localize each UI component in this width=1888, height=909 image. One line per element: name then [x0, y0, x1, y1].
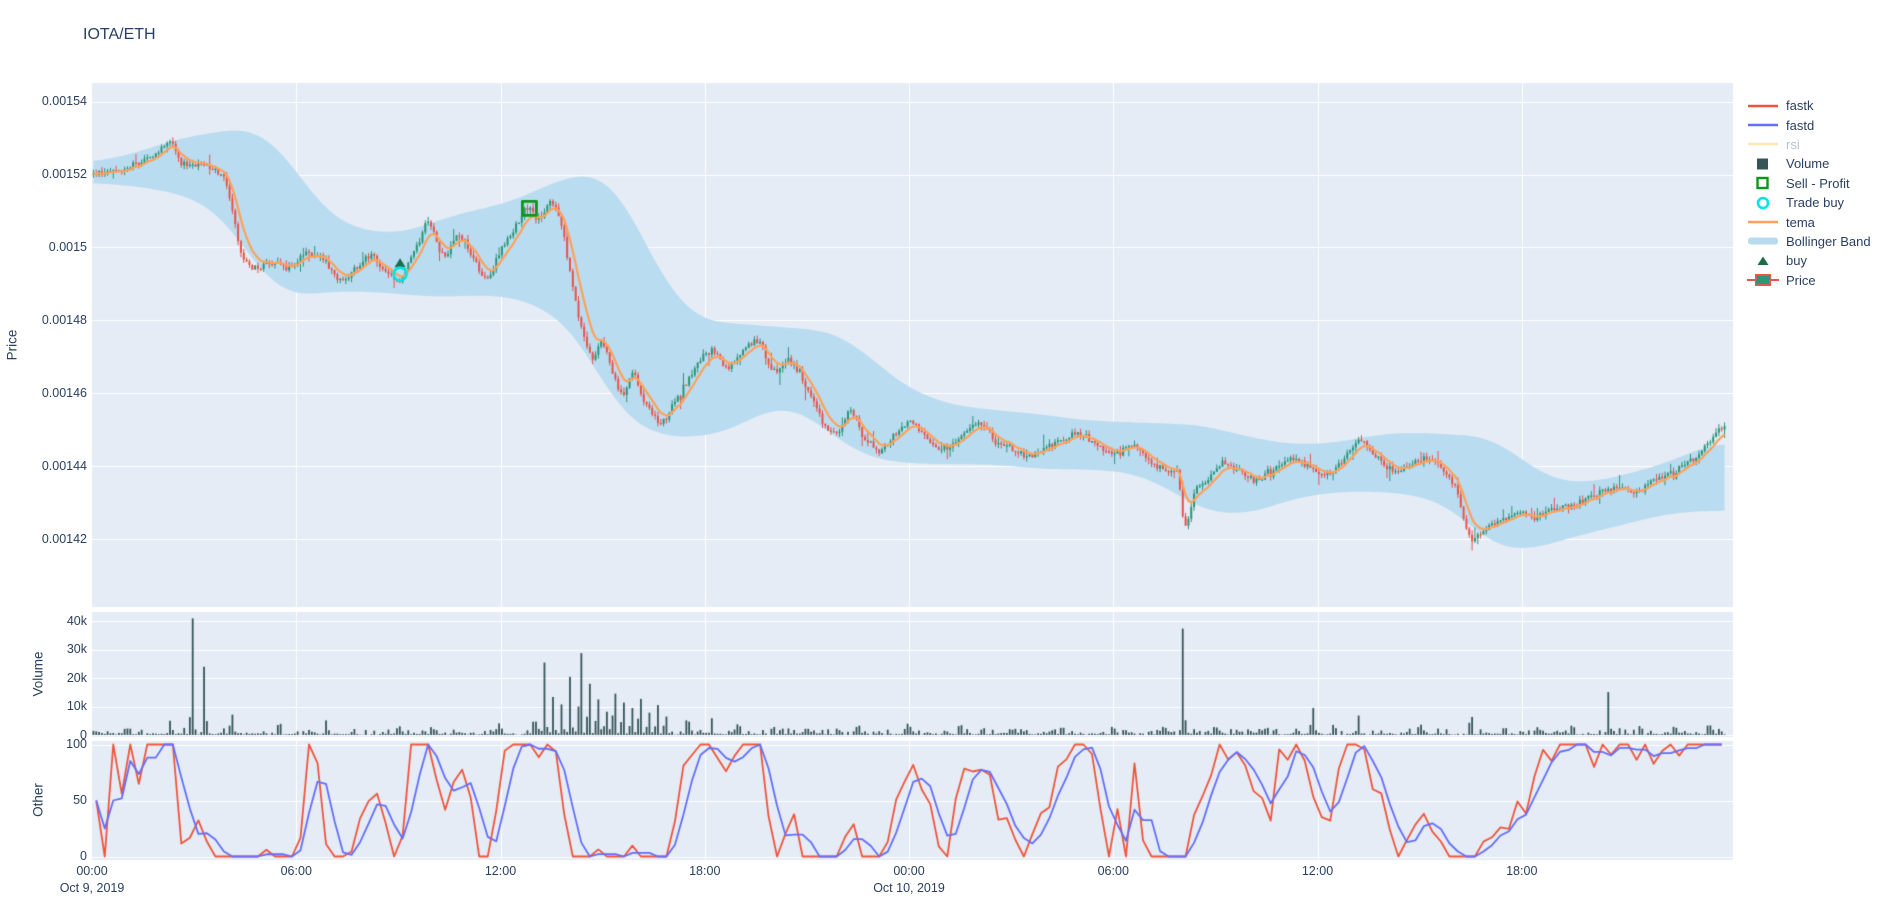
- x-tick-date-label: Oct 9, 2019: [59, 881, 125, 895]
- legend-item-bollinger-band[interactable]: Bollinger Band: [1746, 232, 1871, 251]
- x-tick-label: 18:00: [1506, 864, 1538, 878]
- legend-item-price[interactable]: Price: [1746, 271, 1871, 290]
- legend-item-label: rsi: [1786, 136, 1800, 152]
- price-tick-label: 0.00154: [41, 94, 87, 109]
- x-tick-label: 06:00: [280, 864, 312, 878]
- legend-item-fastk[interactable]: fastk: [1746, 96, 1871, 115]
- legend-item-sell-profit[interactable]: Sell - Profit: [1746, 174, 1871, 193]
- trade-buy-legend-icon: [1756, 196, 1770, 209]
- price-tick-label: 0.00144: [41, 458, 87, 473]
- legend-item-trade-buy[interactable]: Trade buy: [1746, 193, 1871, 212]
- rsi-legend-icon: [1748, 143, 1778, 146]
- x-tick-date-label: Oct 10, 2019: [873, 881, 945, 895]
- x-tick-label: 18:00: [689, 864, 721, 878]
- legend-item-buy[interactable]: buy: [1746, 251, 1871, 270]
- legend-item-label: fastd: [1786, 117, 1815, 133]
- legend-item-label: Price: [1786, 272, 1816, 288]
- x-tick-label: 00:00: [893, 864, 925, 878]
- legend: fastk fastd rsi Volume Sell - Profit Trade bu…: [1746, 96, 1871, 290]
- volume-tick-label: 20k: [66, 670, 87, 685]
- bollinger-band-legend-icon: [1748, 237, 1778, 245]
- tema-legend-icon: [1748, 220, 1778, 224]
- legend-item-fastd[interactable]: fastd: [1746, 115, 1871, 134]
- x-tick-label: 12:00: [1301, 864, 1334, 878]
- sell-profit-legend-icon: [1756, 177, 1769, 190]
- volume-legend-icon: [1757, 158, 1768, 170]
- price-tick-label: 0.00148: [41, 312, 87, 327]
- legend-item-label: fastk: [1786, 98, 1814, 114]
- x-tick-label: 06:00: [1097, 864, 1129, 878]
- price-axis-title: Price: [4, 329, 20, 361]
- x-tick-label: 12:00: [484, 864, 517, 878]
- legend-item-label: buy: [1786, 253, 1807, 269]
- legend-item-label: Volume: [1786, 156, 1830, 172]
- other-tick-label: 100: [66, 737, 87, 751]
- other-tick-label: 50: [73, 793, 87, 807]
- buy-legend-icon: [1757, 256, 1769, 265]
- legend-item-label: tema: [1786, 214, 1815, 230]
- volume-tick-label: 40k: [66, 613, 87, 628]
- price-tick-label: 0.00142: [41, 531, 87, 546]
- legend-item-volume[interactable]: Volume: [1746, 154, 1871, 173]
- legend-item-tema[interactable]: tema: [1746, 212, 1871, 231]
- fastd-legend-icon: [1748, 123, 1778, 127]
- volume-tick-label: 10k: [66, 699, 87, 713]
- volume-tick-label: 30k: [66, 642, 87, 656]
- price-tick-label: 0.00152: [41, 167, 87, 182]
- other-tick-label: 0: [80, 849, 87, 863]
- chart-title: IOTA/ETH: [83, 26, 156, 43]
- x-tick-label: 00:00: [76, 864, 108, 878]
- legend-item-label: Bollinger Band: [1786, 233, 1871, 249]
- price-tick-label: 0.0015: [48, 239, 87, 254]
- fastk-legend-icon: [1748, 104, 1778, 107]
- price-tick-label: 0.00146: [41, 385, 87, 400]
- price-legend-icon: [1747, 274, 1779, 287]
- legend-item-rsi[interactable]: rsi: [1746, 135, 1871, 154]
- legend-item-label: Sell - Profit: [1786, 175, 1850, 191]
- volume-tick-label: 0: [80, 727, 87, 742]
- legend-item-label: Trade buy: [1786, 195, 1845, 211]
